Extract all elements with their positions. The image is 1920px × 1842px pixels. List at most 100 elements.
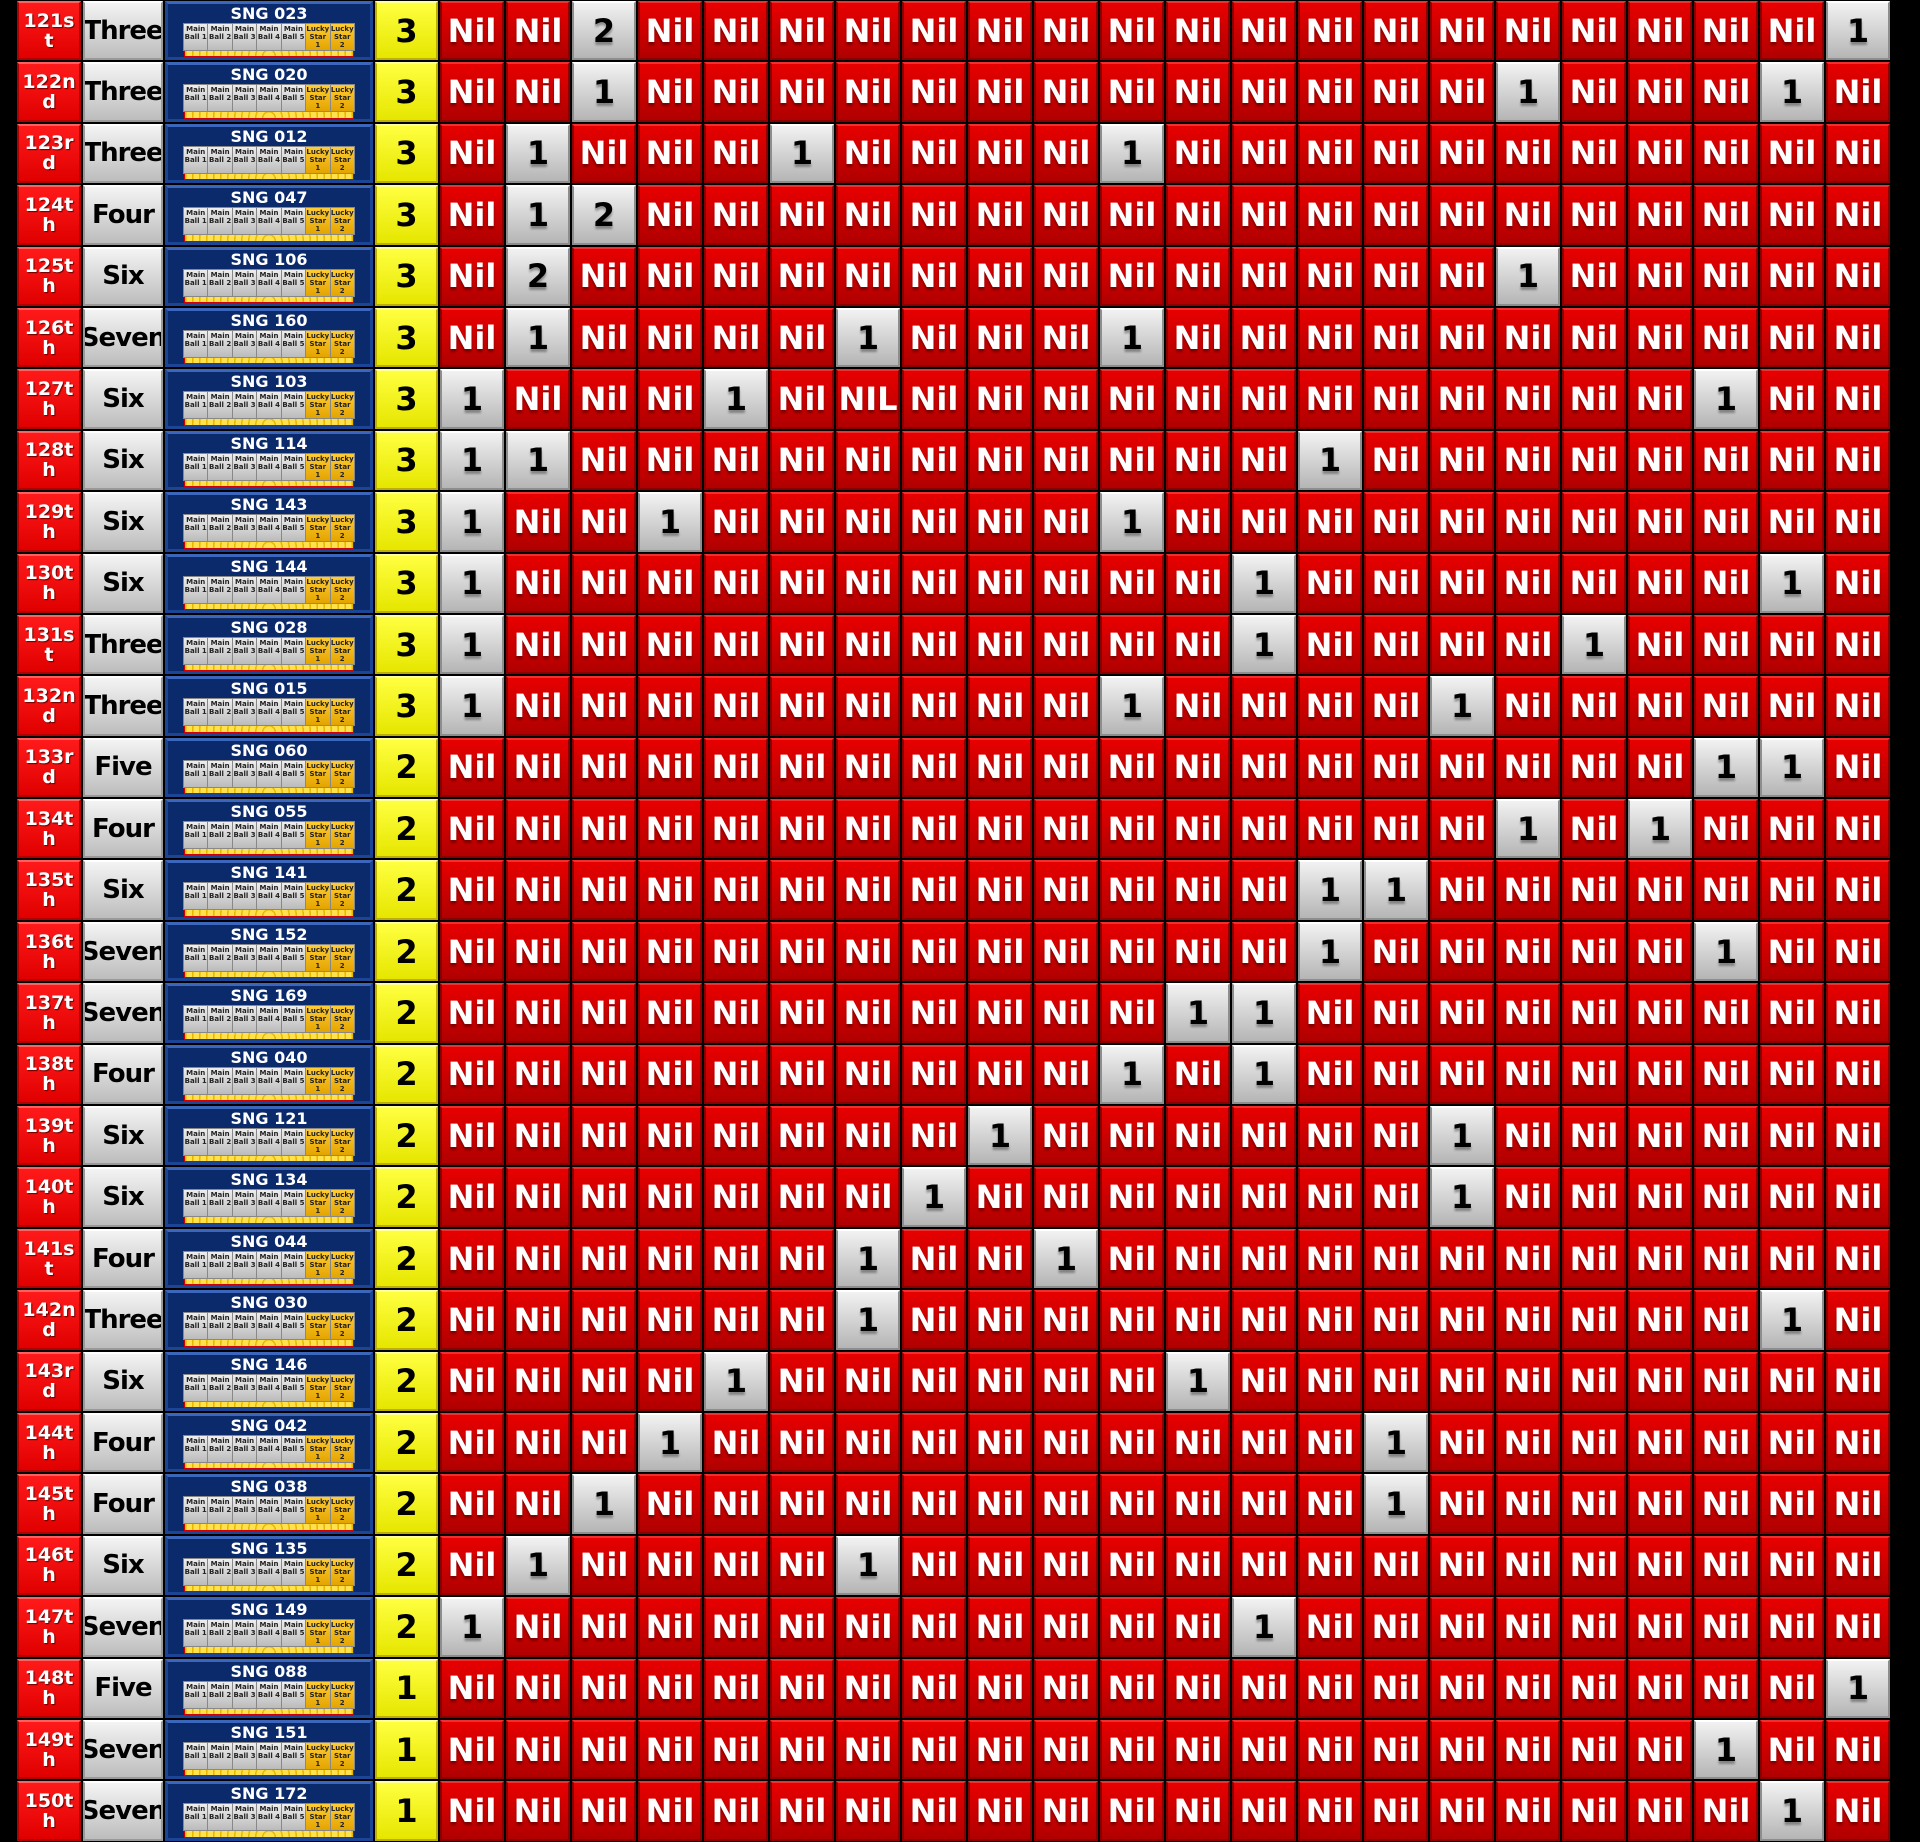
match-word-cell: Four: [83, 185, 163, 245]
nil-cell: Nil: [1034, 62, 1098, 122]
count-cell: 2: [375, 1167, 438, 1227]
ticket-balls: Main Ball 1 Main Ball 2 Main Ball 3 Main Ba…: [183, 1434, 355, 1463]
ticket-cell: SNG 151 Main Ball 1 Main Ball 2 Main Ball 3…: [165, 1719, 373, 1780]
table-row: 143rd Six SNG 146 Main Ball 1 Main Ball 2 Mai…: [16, 1351, 1904, 1412]
nil-cell: Nil: [836, 799, 900, 859]
hit-cell: 1: [1760, 1290, 1824, 1350]
nil-cell: Nil: [1496, 1167, 1560, 1227]
nil-cell: Nil: [902, 1474, 966, 1534]
nil-cell: Nil: [638, 860, 702, 920]
nil-cell: Nil: [1298, 246, 1362, 306]
nil-cell: Nil: [1496, 1535, 1560, 1596]
nil-cell: Nil: [1166, 1290, 1230, 1350]
nil-cell: Nil: [1232, 307, 1296, 368]
lucky-star-label: Lucky Star 2: [330, 146, 354, 173]
nil-cell: Nil: [1430, 553, 1494, 613]
ticket-title: SNG 135: [230, 1538, 308, 1558]
nil-cell: Nil: [1826, 430, 1890, 491]
main-ball-label: Main Ball 5: [281, 1558, 306, 1585]
nil-cell: Nil: [1694, 123, 1758, 184]
main-ball-label: Main Ball 1: [184, 1006, 208, 1033]
nil-cell: Nil: [902, 369, 966, 429]
hit-cell: 1: [836, 1290, 900, 1350]
nil-cell: Nil: [902, 860, 966, 920]
nil-cell: Nil: [1496, 369, 1560, 429]
rank-cell: 124th: [17, 185, 81, 245]
nil-cell: Nil: [572, 921, 636, 982]
match-word-cell: Seven: [83, 921, 163, 982]
main-ball-label: Main Ball 2: [208, 1006, 232, 1033]
main-ball-label: Main Ball 4: [257, 883, 281, 910]
nil-cell: Nil: [1364, 1228, 1428, 1289]
nil-cell: Nil: [1496, 1290, 1560, 1350]
nil-cell: Nil: [836, 860, 900, 920]
nil-cell: Nil: [968, 369, 1032, 429]
lucky-star-label: Lucky Star 2: [330, 637, 354, 664]
main-ball-label: Main Ball 2: [208, 576, 232, 603]
nil-cell: Nil: [1826, 1781, 1890, 1841]
nil-cell: Nil: [1496, 185, 1560, 245]
nil-cell: Nil: [1496, 737, 1560, 798]
nil-cell: Nil: [968, 983, 1032, 1043]
ticket-title: SNG 144: [230, 556, 308, 576]
nil-cell: Nil: [1826, 1290, 1890, 1350]
rank-cell: 123rd: [17, 123, 81, 184]
nil-cell: Nil: [1760, 1351, 1824, 1411]
lucky-star-label: Lucky Star 2: [330, 1129, 354, 1156]
nil-cell: Nil: [1100, 1474, 1164, 1534]
main-ball-label: Main Ball 5: [281, 1804, 306, 1831]
nil-cell: Nil: [638, 1, 702, 61]
rank-cell: 145th: [17, 1474, 81, 1534]
nil-cell: Nil: [1562, 123, 1626, 184]
nil-cell: Nil: [704, 860, 768, 920]
nil-cell: Nil: [440, 123, 504, 184]
main-ball-label: Main Ball 2: [208, 1804, 232, 1831]
nil-cell: Nil: [902, 799, 966, 859]
nil-cell: Nil: [440, 1290, 504, 1350]
nil-cell: Nil: [1562, 1106, 1626, 1166]
hit-cell: 1: [440, 676, 504, 736]
main-ball-label: Main Ball 4: [257, 822, 281, 849]
nil-cell: Nil: [1694, 62, 1758, 122]
table-row: 139th Six SNG 121 Main Ball 1 Main Ball 2 Mai…: [16, 1105, 1904, 1166]
nil-cell: Nil: [836, 430, 900, 491]
nil-cell: Nil: [836, 123, 900, 184]
ticket-ball-strip: [184, 787, 354, 795]
nil-cell: Nil: [1298, 123, 1362, 184]
nil-cell: Nil: [968, 492, 1032, 552]
nil-cell: Nil: [1694, 983, 1758, 1043]
main-ball-label: Main Ball 5: [281, 392, 306, 419]
nil-cell: Nil: [1430, 369, 1494, 429]
nil-cell: Nil: [440, 860, 504, 920]
lucky-star-label: Lucky Star 1: [306, 515, 330, 542]
main-ball-label: Main Ball 1: [184, 1313, 208, 1340]
count-cell: 2: [375, 1412, 438, 1473]
nil-cell: Nil: [1562, 553, 1626, 613]
nil-cell: Nil: [968, 62, 1032, 122]
nil-cell: Nil: [440, 1167, 504, 1227]
main-ball-label: Main Ball 2: [208, 1558, 232, 1585]
main-ball-label: Main Ball 5: [281, 330, 306, 357]
main-ball-label: Main Ball 3: [232, 1435, 257, 1462]
rank-cell: 143rd: [17, 1351, 81, 1411]
main-ball-label: Main Ball 4: [257, 1742, 281, 1769]
nil-cell: Nil: [1826, 369, 1890, 429]
nil-cell: Nil: [1364, 307, 1428, 368]
nil-cell: Nil: [572, 246, 636, 306]
nil-cell: Nil: [1430, 860, 1494, 920]
lucky-star-label: Lucky Star 1: [306, 1620, 330, 1647]
nil-cell: Nil: [1034, 1351, 1098, 1411]
nil-cell: Nil: [1562, 799, 1626, 859]
nil-cell: Nil: [638, 1290, 702, 1350]
nil-cell: Nil: [968, 1781, 1032, 1841]
nil-cell: Nil: [1166, 369, 1230, 429]
rank-cell: 137th: [17, 983, 81, 1043]
nil-cell: Nil: [638, 1597, 702, 1657]
hit-cell: 1: [1166, 1351, 1230, 1411]
nil-cell: Nil: [1232, 1781, 1296, 1841]
ticket-cell: SNG 134 Main Ball 1 Main Ball 2 Main Ball 3…: [165, 1167, 373, 1227]
count-cell: 3: [375, 62, 438, 122]
nil-cell: Nil: [1496, 983, 1560, 1043]
nil-cell: Nil: [1034, 492, 1098, 552]
